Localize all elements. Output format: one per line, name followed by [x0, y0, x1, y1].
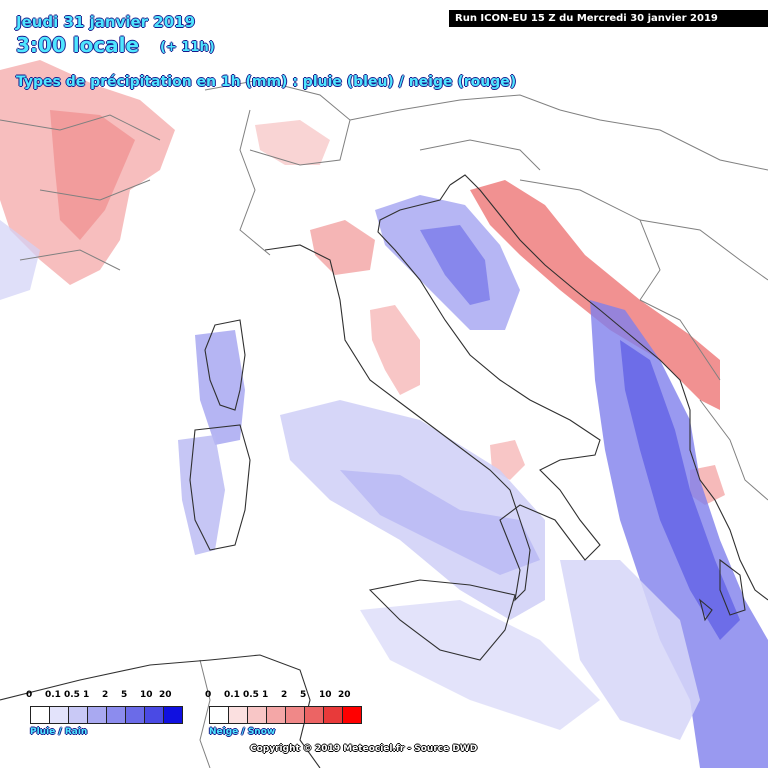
border-montenegro	[639, 299, 721, 381]
snow-field-alps	[255, 120, 330, 165]
legend-snow-swatch	[209, 706, 229, 724]
legend-snow-tick: 1	[262, 690, 269, 700]
snow-field-france-core	[50, 110, 135, 240]
legend-snow-swatch	[323, 706, 343, 724]
copyright-notice: Copyright © 2019 Meteociel.fr - Source D…	[250, 744, 478, 754]
snow-field-apennines-central	[370, 305, 420, 395]
border-tunisia-algeria	[199, 659, 211, 768]
forecast-lead-time: (+ 11h)	[160, 40, 215, 55]
legend-rain-tick: 0.5	[64, 690, 80, 700]
legend-rain-swatches	[30, 706, 183, 724]
rain-field-sardinia	[178, 435, 225, 555]
rain-fields	[0, 195, 768, 768]
rain-field-libya-sea	[360, 600, 600, 730]
legend-snow-swatch	[304, 706, 324, 724]
run-label: Run ICON-EU 15 Z du Mercredi 30 janvier …	[449, 10, 768, 27]
rain-field-balkan-core	[620, 340, 740, 640]
coast-corsica	[204, 319, 246, 411]
legend-rain-tick: 1	[83, 690, 90, 700]
legend-rain-tick: 0	[26, 690, 33, 700]
rain-field-adriatic-core	[420, 225, 490, 305]
legend-snow-swatches	[209, 706, 362, 724]
legend-snow-tick: 5	[300, 690, 307, 700]
legend-rain: 0 0.1 0.5 1 2 5 10 20 Pluie / Rain	[26, 690, 183, 737]
map-subtitle: Types de précipitation en 1h (mm) : plui…	[16, 74, 517, 90]
legend-rain-tick: 0.1	[45, 690, 61, 700]
legend-snow-swatch	[266, 706, 286, 724]
coast-italy	[264, 184, 601, 602]
legend-rain-swatch	[87, 706, 107, 724]
coast-north-africa	[0, 654, 321, 768]
snow-field-apennines-north	[310, 220, 375, 275]
border-slovenia	[419, 139, 541, 171]
border-austria	[349, 94, 561, 121]
legend-snow-tick: 0	[205, 690, 212, 700]
legend-rain-tick: 5	[121, 690, 128, 700]
rain-field-tyrrhenian-band	[340, 470, 540, 575]
rain-field-ionian	[560, 560, 700, 740]
border-albania-greece	[699, 399, 768, 501]
legend-snow-tick: 0.1	[224, 690, 240, 700]
coastlines	[0, 174, 768, 768]
legend-rain-label: Pluie / Rain	[30, 727, 88, 737]
legend-snow-swatch	[285, 706, 305, 724]
border-france-italy	[239, 109, 271, 256]
coast-sardinia	[189, 424, 251, 551]
legend-snow-swatch	[342, 706, 362, 724]
forecast-time: 3:00 locale	[16, 33, 140, 57]
legend-rain-tick: 10	[140, 690, 153, 700]
forecast-date: Jeudi 31 janvier 2019	[16, 13, 196, 31]
legend-rain-swatch	[144, 706, 164, 724]
legend-snow-tick: 20	[338, 690, 351, 700]
legend-snow-tick: 10	[319, 690, 332, 700]
legend-rain-swatch	[106, 706, 126, 724]
legend-rain-ticks: 0 0.1 0.5 1 2 5 10 20	[26, 690, 182, 702]
coast-greece-islands	[699, 558, 746, 622]
legend-rain-swatch	[49, 706, 69, 724]
legend-rain-tick: 20	[159, 690, 172, 700]
snow-field-dinaric	[470, 180, 720, 410]
legend-rain-swatch	[30, 706, 50, 724]
borders	[0, 79, 768, 768]
legend-snow-ticks: 0 0.1 0.5 1 2 5 10 20	[205, 690, 361, 702]
coast-balkans	[449, 174, 768, 601]
legend-rain-swatch	[125, 706, 145, 724]
coast-sicily	[368, 579, 516, 661]
legend-rain-swatch	[163, 706, 183, 724]
legend-snow-label: Neige / Snow	[209, 727, 276, 737]
border-hungary	[559, 109, 768, 171]
legend-snow: 0 0.1 0.5 1 2 5 10 20 Neige / Snow	[205, 690, 362, 737]
border-france-internal	[0, 114, 161, 271]
legend-snow-swatch	[247, 706, 267, 724]
legend-snow-tick: 0.5	[243, 690, 259, 700]
legend-snow-swatch	[228, 706, 248, 724]
rain-field-corsica	[195, 330, 245, 445]
legend-rain-swatch	[68, 706, 88, 724]
border-serbia	[639, 219, 768, 281]
legend-rain-tick: 2	[102, 690, 109, 700]
legend-snow-tick: 2	[281, 690, 288, 700]
